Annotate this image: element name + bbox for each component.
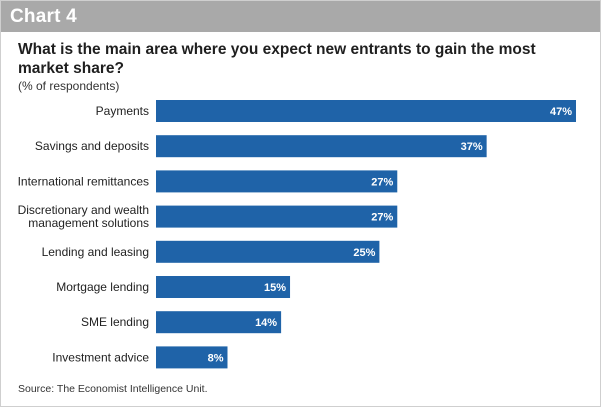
bar-value-label: 27% [371, 176, 393, 188]
source-note: Source: The Economist Intelligence Unit. [18, 383, 208, 395]
category-label: Investment advice [52, 350, 149, 364]
category-label: International remittances [18, 174, 149, 188]
bar-value-label: 25% [353, 247, 375, 259]
category-label: Discretionary and wealth management solut… [18, 203, 149, 230]
bar-0 [156, 100, 576, 122]
chart-title: What is the main area where you expect n… [18, 41, 536, 77]
bar-4 [156, 240, 380, 263]
bar-1 [156, 135, 487, 158]
bar-value-label: 37% [461, 141, 483, 153]
category-label: Payments [96, 104, 149, 118]
category-label: Lending and leasing [42, 245, 149, 259]
bar-6 [156, 311, 282, 334]
category-label: Savings and deposits [35, 139, 149, 153]
bar-value-label: 27% [371, 212, 393, 224]
chart-number-label: Chart 4 [10, 6, 77, 27]
bar-3 [156, 205, 398, 228]
category-label: SME lending [81, 315, 149, 329]
bar-value-label: 15% [264, 282, 286, 294]
bar-value-label: 47% [550, 106, 572, 118]
category-label: Mortgage lending [56, 280, 149, 294]
bar-value-label: 8% [208, 352, 224, 364]
bar-value-label: 14% [255, 317, 277, 329]
bar-2 [156, 170, 398, 193]
chart-subtitle: (% of respondents) [18, 79, 120, 93]
chart-header-band: Chart 4 [1, 1, 600, 32]
bar-7 [156, 346, 228, 369]
bar-5 [156, 276, 291, 298]
